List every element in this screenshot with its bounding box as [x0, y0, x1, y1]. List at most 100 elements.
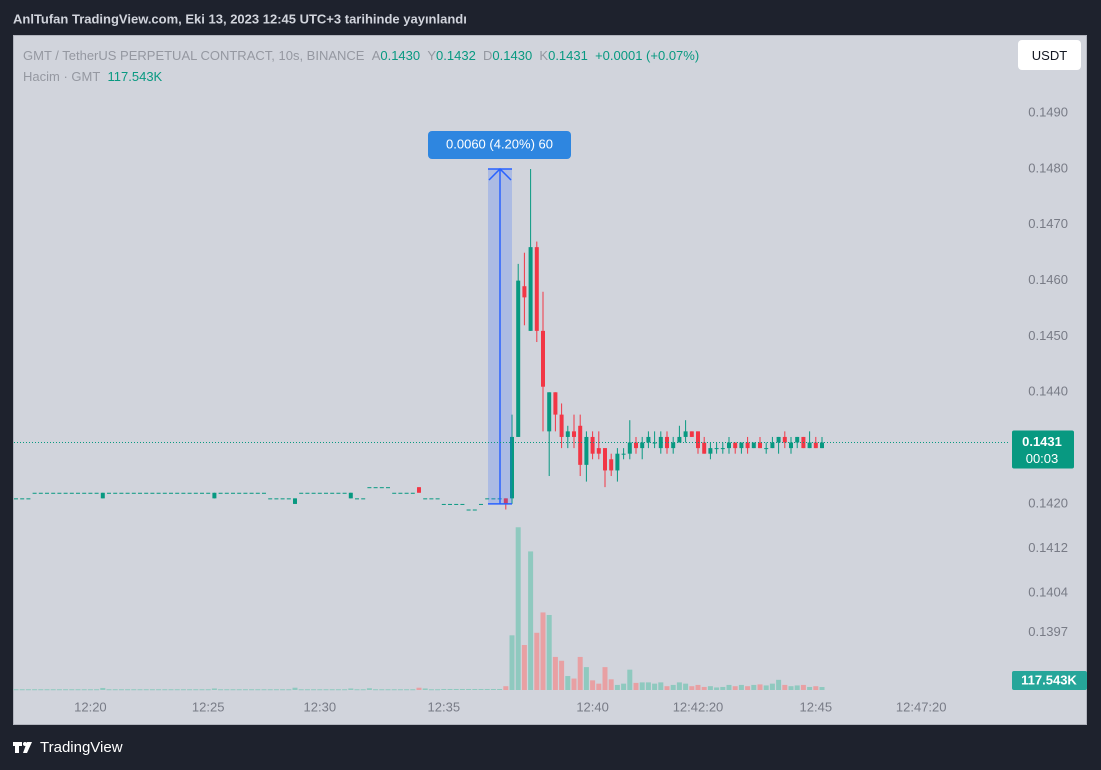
candle-body: [286, 498, 291, 500]
candle-body: [330, 492, 335, 494]
volume-bar: [701, 686, 707, 690]
volume-bar: [596, 683, 602, 690]
candle-body: [144, 492, 149, 494]
volume-bar: [143, 689, 149, 691]
candle-body: [435, 498, 440, 500]
candle-body: [131, 492, 136, 494]
candle-body: [652, 442, 657, 444]
volume-bar: [174, 689, 180, 691]
volume-bar: [168, 689, 174, 691]
candle-body: [255, 492, 260, 494]
volume-bar: [397, 689, 403, 691]
volume-bar: [75, 689, 81, 691]
volume-bar: [745, 686, 751, 690]
volume-bar: [577, 656, 583, 690]
x-tick-label: 12:42:20: [673, 699, 724, 714]
candle-body: [485, 498, 490, 500]
candle-body: [547, 392, 552, 432]
header-title: AnlTufan TradingView.com, Eki 13, 2023 1…: [13, 11, 467, 26]
candle-body: [268, 498, 273, 500]
y-tick-label: 0.1420: [1028, 495, 1068, 510]
candle-body: [714, 448, 719, 450]
candle-body: [45, 492, 49, 494]
candle-body: [231, 492, 235, 494]
footer-brand: TradingView: [40, 739, 123, 756]
candle-body: [590, 436, 595, 454]
currency-button[interactable]: USDT: [1018, 40, 1081, 70]
candle-body: [764, 448, 769, 450]
candle-body: [727, 442, 731, 449]
y-tick-label: 0.1470: [1028, 216, 1068, 231]
volume-bar: [441, 688, 447, 690]
candle-body: [776, 436, 781, 443]
candle-body: [317, 492, 322, 494]
candle-body: [305, 492, 310, 494]
volume-bar: [528, 551, 534, 690]
volume-bar: [757, 684, 763, 690]
candle-body: [417, 487, 421, 493]
candle-body: [683, 431, 688, 437]
volume-bar: [689, 686, 695, 690]
volume-bar: [645, 682, 651, 690]
volume-bar: [490, 688, 496, 690]
x-tick-label: 12:25: [192, 699, 225, 714]
volume-bar: [670, 684, 676, 690]
x-tick-label: 12:47:20: [896, 699, 947, 714]
candle-body: [404, 492, 409, 494]
volume-bar: [751, 684, 757, 690]
candle-body: [646, 436, 651, 443]
candle-body: [708, 448, 713, 454]
volume-bar: [807, 686, 813, 690]
footer-logo: [13, 742, 32, 753]
volume-bar: [292, 687, 298, 690]
volume-bar: [118, 689, 124, 691]
candle-body: [293, 498, 297, 504]
volume-bar: [627, 669, 633, 690]
volume-bar: [249, 689, 255, 691]
measure-label: 0.0060 (4.20%) 60: [446, 136, 553, 151]
candle-body: [187, 492, 192, 494]
x-tick-label: 12:20: [74, 699, 107, 714]
volume-bar: [255, 689, 261, 691]
candle-body: [175, 492, 180, 494]
volume-bar: [149, 689, 155, 691]
volume-bar: [156, 689, 162, 691]
candle-body: [448, 503, 452, 505]
candle-body: [820, 442, 824, 449]
last-price-label: 0.1431: [1022, 434, 1062, 449]
volume-bar: [230, 689, 236, 691]
volume-bar: [565, 676, 571, 690]
candle-body: [596, 448, 601, 454]
change: +0.0001 (+0.07%): [595, 48, 700, 63]
candle-body: [82, 492, 87, 494]
y-tick-label: 0.1480: [1028, 160, 1068, 175]
candle-body: [503, 498, 508, 504]
volume-bar: [205, 689, 211, 691]
volume-bar: [602, 667, 608, 690]
volume-bar: [571, 678, 577, 690]
volume-bar: [112, 689, 118, 691]
candle-body: [299, 492, 304, 494]
volume-bar: [788, 686, 794, 690]
candle-body: [379, 487, 384, 489]
volume-row: Hacim · GMT 117.543K: [23, 66, 699, 87]
volume-bar: [199, 689, 205, 691]
candle-body: [429, 498, 434, 500]
candle-body: [342, 492, 347, 494]
candle-body: [262, 492, 266, 494]
volume-bar: [503, 686, 509, 690]
candle-body: [156, 492, 161, 494]
y-tick-label: 0.1412: [1028, 540, 1068, 555]
volume-bar: [404, 689, 410, 691]
volume-bar: [583, 667, 589, 690]
candle-body: [386, 487, 390, 489]
y-tick-label: 0.1404: [1028, 585, 1068, 600]
y-tick-label: 0.1490: [1028, 105, 1068, 120]
candle-body: [733, 442, 738, 449]
volume-bar: [552, 656, 558, 690]
candle-body: [138, 492, 142, 494]
candle-body: [460, 503, 465, 505]
volume-bar: [497, 688, 503, 690]
volume-bar: [540, 612, 546, 690]
x-tick-label: 12:40: [576, 699, 609, 714]
